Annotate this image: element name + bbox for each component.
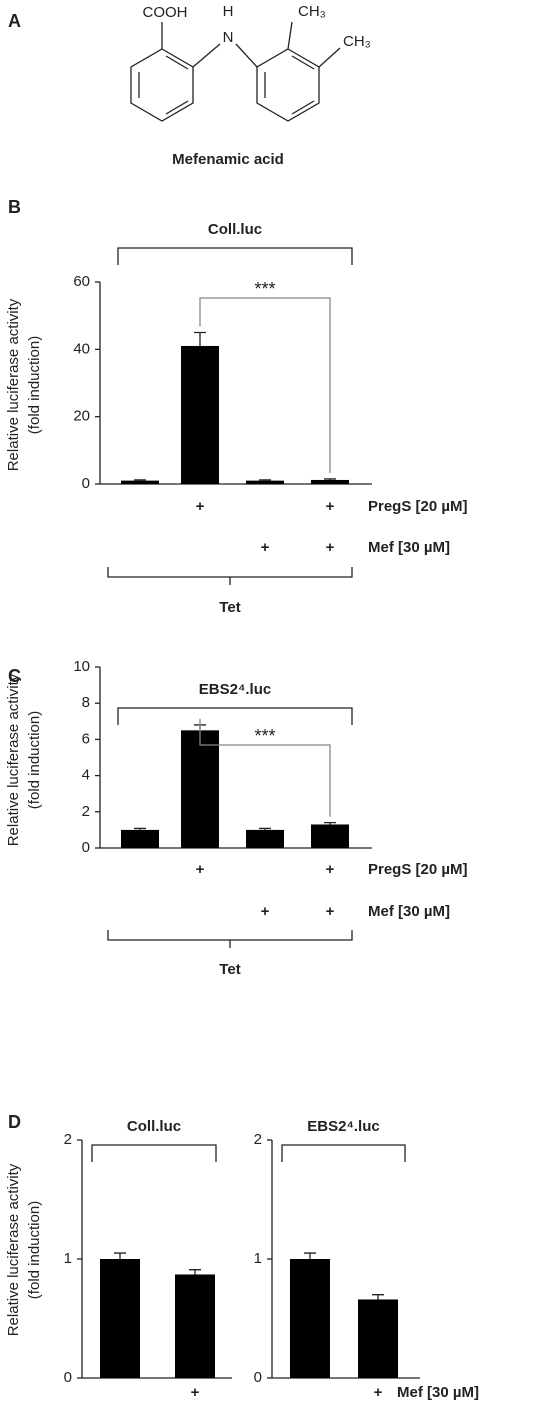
bond bbox=[235, 43, 258, 68]
treatment-mark: + bbox=[261, 903, 270, 920]
y-tick-label: 20 bbox=[73, 408, 90, 425]
group-bracket bbox=[107, 930, 353, 948]
panel-letter: D bbox=[8, 1112, 21, 1132]
y-tick-label: 2 bbox=[82, 803, 90, 820]
treatment-label: Mef [30 µM] bbox=[397, 1384, 479, 1401]
group-label: Tet bbox=[219, 599, 240, 616]
treatment-label: Mef [30 µM] bbox=[368, 539, 450, 556]
y-tick-label: 0 bbox=[254, 1369, 262, 1386]
y-axis-label: (fold induction) bbox=[26, 336, 43, 434]
significance-label: *** bbox=[254, 279, 275, 299]
treatment-mark: + bbox=[326, 861, 335, 878]
error-bar bbox=[259, 479, 271, 481]
bar bbox=[358, 1299, 398, 1378]
bar bbox=[181, 345, 219, 484]
y-tick-label: 8 bbox=[82, 694, 90, 711]
y-tick-label: 0 bbox=[82, 839, 90, 856]
title-bracket bbox=[117, 247, 353, 265]
treatment-mark: + bbox=[196, 498, 205, 515]
y-axis-label: (fold induction) bbox=[26, 1201, 43, 1299]
group-bracket bbox=[107, 567, 353, 585]
y-tick-label: 0 bbox=[82, 475, 90, 492]
ring bbox=[256, 48, 320, 122]
y-tick-label: 1 bbox=[64, 1250, 72, 1267]
error-bar bbox=[134, 827, 146, 830]
y-tick-label: 0 bbox=[64, 1369, 72, 1386]
error-bar bbox=[304, 1252, 316, 1259]
chart-title: Coll.luc bbox=[127, 1118, 181, 1135]
treatment-mark: + bbox=[191, 1384, 200, 1401]
panel-letter: A bbox=[8, 11, 21, 31]
error-bar bbox=[372, 1294, 384, 1300]
treatment-label: PregS [20 µM] bbox=[368, 498, 468, 515]
y-tick-label: 2 bbox=[64, 1131, 72, 1148]
bar bbox=[121, 480, 159, 484]
group-label: Tet bbox=[219, 961, 240, 978]
error-bar bbox=[259, 827, 271, 830]
bar bbox=[175, 1274, 215, 1378]
panel-letter: B bbox=[8, 197, 21, 217]
y-axis-label: Relative luciferase activity bbox=[5, 298, 22, 471]
treatment-mark: + bbox=[374, 1384, 383, 1401]
bond bbox=[165, 55, 189, 70]
error-bar bbox=[324, 478, 336, 480]
treatment-label: PregS [20 µM] bbox=[368, 861, 468, 878]
ring bbox=[130, 48, 194, 122]
bond bbox=[192, 43, 221, 68]
atom-label: CH₃ bbox=[343, 33, 371, 50]
y-axis-label: Relative luciferase activity bbox=[5, 1163, 22, 1336]
treatment-mark: + bbox=[326, 903, 335, 920]
bar bbox=[246, 480, 284, 484]
bar bbox=[121, 829, 159, 848]
y-tick-label: 2 bbox=[254, 1131, 262, 1148]
error-bar bbox=[114, 1252, 126, 1259]
panel-letter: C bbox=[8, 666, 21, 686]
bar bbox=[246, 829, 284, 848]
y-tick-label: 10 bbox=[73, 658, 90, 675]
chart-title: EBS2⁴.luc bbox=[307, 1118, 379, 1135]
bar bbox=[181, 730, 219, 848]
treatment-mark: + bbox=[326, 539, 335, 556]
y-tick-label: 60 bbox=[73, 273, 90, 290]
bond bbox=[318, 47, 341, 68]
atom-label: CH₃ bbox=[298, 3, 326, 20]
atom-label: COOH bbox=[143, 4, 188, 21]
y-tick-label: 6 bbox=[82, 730, 90, 747]
treatment-mark: + bbox=[326, 498, 335, 515]
title-bracket bbox=[91, 1144, 217, 1162]
atom-label: N bbox=[223, 29, 234, 46]
bar bbox=[290, 1259, 330, 1378]
treatment-mark: + bbox=[261, 539, 270, 556]
error-bar bbox=[134, 479, 146, 481]
bond bbox=[291, 100, 315, 115]
significance-label: *** bbox=[254, 726, 275, 746]
title-bracket bbox=[281, 1144, 406, 1162]
treatment-label: Mef [30 µM] bbox=[368, 903, 450, 920]
bond bbox=[291, 55, 315, 70]
error-bar bbox=[189, 1269, 201, 1275]
bond bbox=[165, 100, 189, 115]
y-tick-label: 1 bbox=[254, 1250, 262, 1267]
treatment-mark: + bbox=[196, 861, 205, 878]
caption: Mefenamic acid bbox=[172, 151, 284, 168]
bar bbox=[100, 1259, 140, 1378]
bond bbox=[287, 21, 293, 50]
error-bar bbox=[194, 331, 206, 346]
panel-a: A COOH H N CH₃ CH₃ Mefenamic acid bbox=[8, 3, 371, 168]
chart-title: Coll.luc bbox=[208, 221, 262, 238]
y-tick-label: 40 bbox=[73, 340, 90, 357]
significance-bracket bbox=[199, 718, 331, 817]
y-axis-label: (fold induction) bbox=[26, 711, 43, 809]
error-bar bbox=[324, 822, 336, 825]
y-tick-label: 4 bbox=[82, 767, 90, 784]
chart-title: EBS2⁴.luc bbox=[199, 681, 271, 698]
y-axis-label: Relative luciferase activity bbox=[5, 673, 22, 846]
bar bbox=[311, 479, 349, 484]
atom-label: H bbox=[223, 3, 234, 20]
bar bbox=[311, 824, 349, 848]
significance-bracket bbox=[199, 297, 331, 473]
title-bracket bbox=[117, 707, 353, 725]
